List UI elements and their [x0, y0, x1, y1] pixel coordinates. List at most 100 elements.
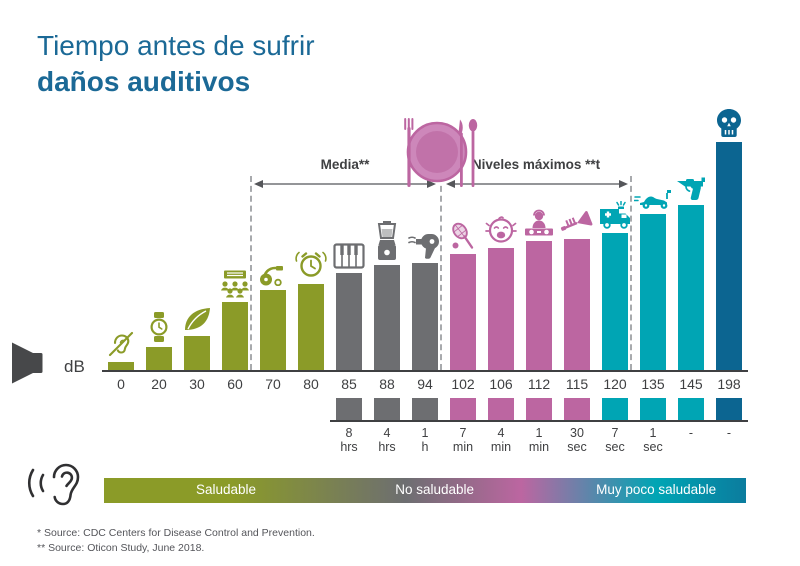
time-label: 7 min — [452, 426, 474, 454]
ear-muted-icon — [106, 330, 136, 358]
bar-145db — [678, 205, 704, 370]
chart-column-80db — [292, 100, 330, 370]
chart-column-115db — [558, 100, 596, 370]
bar-chart: 0 20 30 60 70 80 85 88 94 102 106 112 115 120 135 145 19… — [102, 100, 748, 453]
time-swatch — [450, 398, 476, 420]
bar-30db — [184, 336, 210, 370]
time-label: 1 min — [528, 426, 550, 454]
bar-115db — [564, 239, 590, 370]
time-swatch-cell — [178, 398, 216, 420]
time-swatch-cell — [254, 398, 292, 420]
chart-column-145db — [672, 100, 710, 370]
db-labels-row: 0 20 30 60 70 80 85 88 94 102 106 112 115 120 135 145 19… — [102, 376, 748, 392]
legend-gradient: Saludable No saludable Muy poco saludabl… — [104, 478, 746, 503]
dinner-plate-cutlery-icon — [404, 118, 478, 187]
footnote-cdc: * Source: CDC Centers for Disease Contro… — [37, 527, 315, 539]
time-swatch — [640, 398, 666, 420]
db-tick-label: 60 — [227, 376, 243, 392]
footnote-oticon: ** Source: Oticon Study, June 2018. — [37, 542, 205, 554]
time-swatch-cell — [520, 398, 558, 420]
chart-column-88db — [368, 100, 406, 370]
time-label — [140, 427, 178, 454]
bar-106db — [488, 248, 514, 370]
time-labels-row: 8 hrs 4 hrs 1 h 7 min 4 min 1 min 30 sec 7 sec 1 sec - - — [102, 426, 748, 454]
db-tick-label: 70 — [265, 376, 281, 392]
time-swatch-cell — [596, 398, 634, 420]
watch-icon — [148, 311, 170, 343]
bar-70db — [260, 290, 286, 370]
hair-dryer-icon — [408, 231, 442, 259]
time-swatch — [716, 398, 742, 420]
chart-column-102db — [444, 100, 482, 370]
bar-columns — [102, 100, 748, 370]
db-tick-label: 198 — [717, 376, 741, 392]
x-axis-line — [102, 370, 748, 372]
time-row-line — [330, 420, 748, 422]
time-swatch-cell — [634, 398, 672, 420]
db-tick-label: 145 — [679, 376, 703, 392]
db-tick-label: 135 — [641, 376, 665, 392]
chart-column-198db — [710, 100, 748, 370]
legend-label-muy-poco-saludable: Muy poco saludable — [596, 482, 717, 497]
chart-column-94db — [406, 100, 444, 370]
chart-column-85db — [330, 100, 368, 370]
race-car-icon — [634, 188, 672, 210]
bar-102db — [450, 254, 476, 370]
bar-135db — [640, 214, 666, 370]
time-swatch-cell — [292, 398, 330, 420]
time-label — [254, 427, 292, 454]
db-tick-label: 115 — [565, 376, 589, 392]
chart-column-70db — [254, 100, 292, 370]
time-swatch-cell — [672, 398, 710, 420]
time-label — [102, 427, 140, 454]
time-swatch — [564, 398, 590, 420]
db-tick-label: 112 — [527, 376, 551, 392]
db-tick-label: 20 — [151, 376, 167, 392]
time-label — [292, 427, 330, 454]
time-swatch-row — [102, 398, 748, 420]
time-swatch-cell — [482, 398, 520, 420]
chart-column-0db — [102, 100, 140, 370]
bar-112db — [526, 241, 552, 370]
dj-icon — [523, 209, 555, 237]
time-swatch — [602, 398, 628, 420]
bar-198db — [716, 142, 742, 370]
time-swatch-cell — [558, 398, 596, 420]
piano-icon — [333, 243, 365, 269]
alarm-clock-icon — [294, 248, 328, 280]
db-tick-label: 88 — [379, 376, 395, 392]
chart-column-30db — [178, 100, 216, 370]
time-swatch — [336, 398, 362, 420]
ambulance-icon — [598, 201, 632, 229]
legend-label-no-saludable: No saludable — [395, 482, 475, 497]
db-tick-label: 106 — [489, 376, 513, 392]
bar-0db — [108, 362, 134, 370]
bar-80db — [298, 284, 324, 370]
time-swatch — [678, 398, 704, 420]
db-unit-label: dB — [64, 357, 85, 376]
chart-column-135db — [634, 100, 672, 370]
db-tick-label: 94 — [417, 376, 433, 392]
skull-icon — [715, 108, 743, 138]
chart-column-60db — [216, 100, 254, 370]
time-swatch-cell — [140, 398, 178, 420]
range-divider-dashed-line — [250, 176, 252, 370]
vacuum-icon — [258, 258, 288, 286]
time-swatch-cell — [444, 398, 482, 420]
page-title-line2: daños auditivos — [37, 66, 251, 97]
time-swatch — [526, 398, 552, 420]
time-label: - — [688, 426, 694, 440]
chart-column-112db — [520, 100, 558, 370]
time-swatch-cell — [102, 398, 140, 420]
page-title: Tiempo antes de sufrir daños auditivos — [37, 28, 315, 100]
bar-94db — [412, 263, 438, 370]
db-tick-label: 102 — [451, 376, 475, 392]
time-swatch-cell — [216, 398, 254, 420]
time-label: 8 hrs — [340, 426, 358, 454]
bar-88db — [374, 265, 400, 370]
spoon-icon — [468, 119, 478, 187]
tennis-icon — [449, 222, 477, 250]
range-label-media: Media** — [320, 157, 370, 172]
time-label: - — [726, 426, 732, 440]
bar-120db — [602, 233, 628, 370]
